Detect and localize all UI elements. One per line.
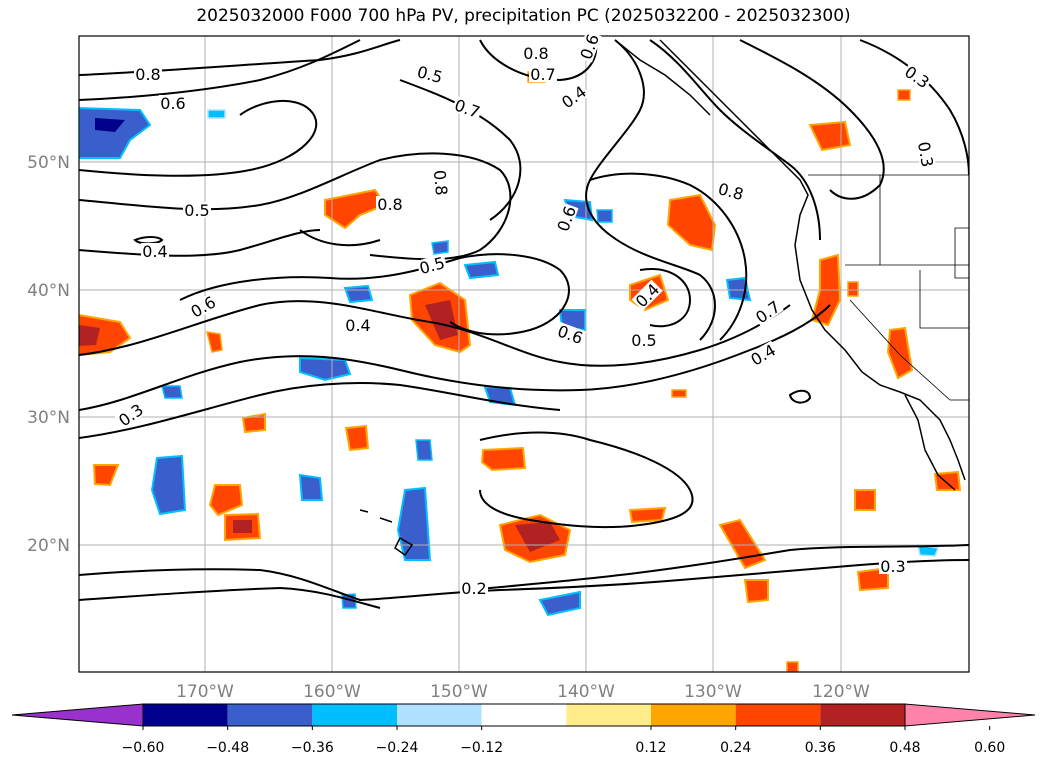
longitude-label: 130°W <box>684 682 742 702</box>
contour-label: 0.8 <box>430 169 451 196</box>
contour-label: 0.4 <box>142 242 167 261</box>
colorbar-tick-label: −0.60 <box>122 740 165 756</box>
colorbar-segment <box>820 704 905 726</box>
colorbar-segment <box>735 704 821 726</box>
contour-label-background <box>416 253 448 277</box>
longitude-label: 170°W <box>176 682 234 702</box>
contour-label-background <box>746 340 780 369</box>
latitude-label: 30°N <box>27 408 70 428</box>
contour-label-background <box>715 179 747 203</box>
colorbar-tick-label: 0.60 <box>974 740 1005 756</box>
colorbar-segment <box>312 704 397 726</box>
colorbar-segment <box>397 704 482 726</box>
state-borders <box>808 174 969 401</box>
colorbar-tick-label: 0.36 <box>805 740 836 756</box>
colorbar-tick-label: −0.36 <box>291 740 334 756</box>
colorbar-outline <box>142 703 906 727</box>
coastlines <box>359 39 966 557</box>
contour-label-background <box>344 317 372 333</box>
contour-label: 0.5 <box>184 201 209 220</box>
pv-contours <box>79 39 969 609</box>
contour-label-background <box>879 558 907 574</box>
contour-label-background <box>631 279 663 311</box>
colorbar-segment <box>481 704 567 726</box>
longitude-label: 120°W <box>812 682 870 702</box>
contour-label-background <box>460 580 488 596</box>
colorbar-tick-label: 0.48 <box>889 740 920 756</box>
longitude-label: 160°W <box>303 682 361 702</box>
contour-label: 0.7 <box>530 65 555 84</box>
map-gridlines <box>79 36 969 672</box>
contour-label: 0.2 <box>461 579 486 598</box>
longitude-labels: 170°W 160°W 150°W 140°W 130°W 120°W <box>176 682 870 702</box>
contour-label-background <box>557 82 590 112</box>
contour-label-background <box>915 139 937 170</box>
colorbar-tick-label: −0.48 <box>206 740 249 756</box>
colorbar-tick-label: 0.24 <box>720 740 751 756</box>
contour-label-background <box>529 66 557 82</box>
contour-label: 0.6 <box>160 94 185 113</box>
longitude-label: 140°W <box>557 682 615 702</box>
contour-label-background <box>414 62 446 86</box>
latitude-labels: 50°N 40°N 30°N 20°N <box>27 153 70 556</box>
map-frame <box>78 35 970 673</box>
contour-label: 0.8 <box>135 65 160 84</box>
contour-label-background <box>183 202 211 218</box>
map-title: 2025032000 F000 700 hPa PV, precipitatio… <box>196 6 851 26</box>
contour-label: 0.8 <box>523 44 548 63</box>
colorbar-ticks: −0.60 −0.48 −0.36 −0.24 −0.12 0.12 0.24 0.36 0.4… <box>122 726 1005 756</box>
contour-label-background <box>554 321 587 347</box>
colorbar <box>11 703 1036 727</box>
colorbar-segment <box>143 704 228 726</box>
latitude-label: 50°N <box>27 153 70 173</box>
colorbar-segment <box>227 704 313 726</box>
colorbar-tick-label: −0.12 <box>460 740 503 756</box>
contour-label-background <box>159 95 187 111</box>
colorbar-tick-label: 0.12 <box>635 740 666 756</box>
contour-label: 0.4 <box>345 316 370 335</box>
longitude-label: 150°W <box>430 682 488 702</box>
contour-label: 0.3 <box>914 140 937 168</box>
colorbar-extend-low <box>11 703 144 727</box>
contour-label: 0.8 <box>377 195 402 214</box>
colorbar-tick-label: −0.24 <box>376 740 419 756</box>
colorbar-segment <box>651 704 736 726</box>
contour-label: 0.5 <box>631 331 656 350</box>
contour-label-background <box>431 168 451 198</box>
colorbar-extend-high <box>904 703 1036 727</box>
latitude-label: 40°N <box>27 281 70 301</box>
contour-label-background <box>522 45 550 61</box>
contour-label-background <box>751 297 784 327</box>
contour-label-background <box>114 400 147 430</box>
contour-label-background <box>553 202 579 235</box>
contour-label-background <box>186 292 220 321</box>
contour-label-background <box>141 243 169 259</box>
contour-label-background <box>451 95 484 121</box>
contour-label-background <box>576 30 602 63</box>
contour-label: 0.3 <box>880 557 905 576</box>
colorbar-segment <box>566 704 651 726</box>
latitude-label: 20°N <box>27 536 70 556</box>
contour-label-background <box>134 66 162 82</box>
contour-label-background <box>901 62 934 92</box>
contour-label-background <box>376 196 404 212</box>
contour-label-background <box>630 332 658 348</box>
